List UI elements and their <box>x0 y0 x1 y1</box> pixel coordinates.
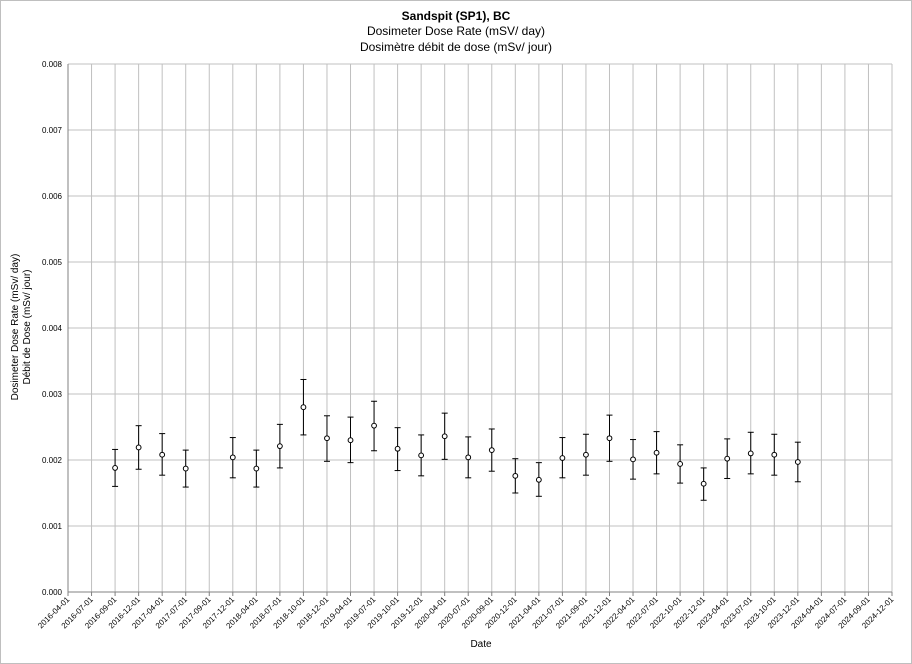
data-point <box>488 428 495 472</box>
data-point <box>159 433 166 476</box>
point-marker <box>771 451 778 458</box>
point-marker <box>465 454 472 461</box>
data-point <box>394 427 401 472</box>
data-point <box>535 462 542 497</box>
point-marker <box>418 452 425 459</box>
data-point <box>253 449 260 488</box>
data-point <box>559 437 566 479</box>
point-marker <box>747 450 754 457</box>
y-tick-label: 0.005 <box>42 258 63 267</box>
point-marker <box>700 480 707 487</box>
data-point <box>135 425 142 470</box>
x-axis-label: Date <box>470 639 492 650</box>
point-marker <box>441 433 448 440</box>
point-marker <box>300 404 307 411</box>
point-marker <box>276 443 283 450</box>
point-marker <box>182 465 189 472</box>
point-marker <box>324 435 330 442</box>
data-point <box>276 423 283 469</box>
data-point <box>630 439 637 480</box>
data-point <box>229 437 236 479</box>
point-marker <box>253 465 260 472</box>
point-marker <box>559 455 566 461</box>
data-point <box>700 467 707 501</box>
point-marker <box>347 437 354 444</box>
point-marker <box>794 459 801 465</box>
y-tick-label: 0.008 <box>42 60 63 69</box>
point-marker <box>606 435 613 442</box>
data-point <box>606 414 613 462</box>
data-point <box>300 378 307 436</box>
y-tick-label: 0.007 <box>42 126 63 135</box>
y-tick-label: 0.000 <box>42 588 63 597</box>
y-tick-label: 0.002 <box>42 456 63 465</box>
point-marker <box>630 456 636 463</box>
gridlines <box>68 63 893 592</box>
data-point <box>182 449 189 488</box>
data-point <box>724 438 731 479</box>
y-tick-label: 0.003 <box>42 390 63 399</box>
data-point <box>323 415 330 462</box>
data-point <box>582 433 589 476</box>
data-point <box>512 458 519 494</box>
data-point <box>677 444 684 484</box>
chart-subtitle-french: Dosimètre débit de dose (mSv/ jour) <box>359 40 553 54</box>
point-marker <box>135 444 142 451</box>
point-marker <box>512 472 519 479</box>
data-point <box>347 416 354 464</box>
axes <box>67 64 893 596</box>
data-point <box>441 412 448 460</box>
chart-title: Sandspit (SP1), BC <box>401 9 511 23</box>
data-point <box>653 431 660 475</box>
y-tick-label: 0.004 <box>42 324 63 333</box>
point-marker <box>653 449 660 456</box>
y-tick-label: 0.001 <box>42 522 63 531</box>
point-marker <box>677 461 684 467</box>
data-point <box>112 448 119 487</box>
point-marker <box>229 454 236 461</box>
y-tick-labels: 0.000 0.001 0.002 0.003 0.004 0.005 0.006 0.007… <box>42 60 63 597</box>
data-point <box>747 431 754 475</box>
data-point <box>465 436 472 479</box>
point-marker <box>371 422 377 429</box>
point-marker <box>394 445 401 452</box>
y-tick-label: 0.006 <box>42 192 63 201</box>
data-point <box>418 434 425 477</box>
point-marker <box>488 447 495 454</box>
data-point <box>771 433 778 476</box>
chart-subtitle: Dosimeter Dose Rate (mSV/ day) <box>366 24 546 38</box>
point-marker <box>159 451 166 458</box>
point-marker <box>535 476 542 483</box>
point-marker <box>112 465 118 471</box>
data-points <box>112 378 801 501</box>
point-marker <box>583 451 589 458</box>
data-point <box>371 400 378 452</box>
data-point <box>794 441 801 483</box>
point-marker <box>724 455 731 462</box>
x-tick-labels: 2016-04-012016-07-012016-09-012016-12-01… <box>36 595 896 631</box>
